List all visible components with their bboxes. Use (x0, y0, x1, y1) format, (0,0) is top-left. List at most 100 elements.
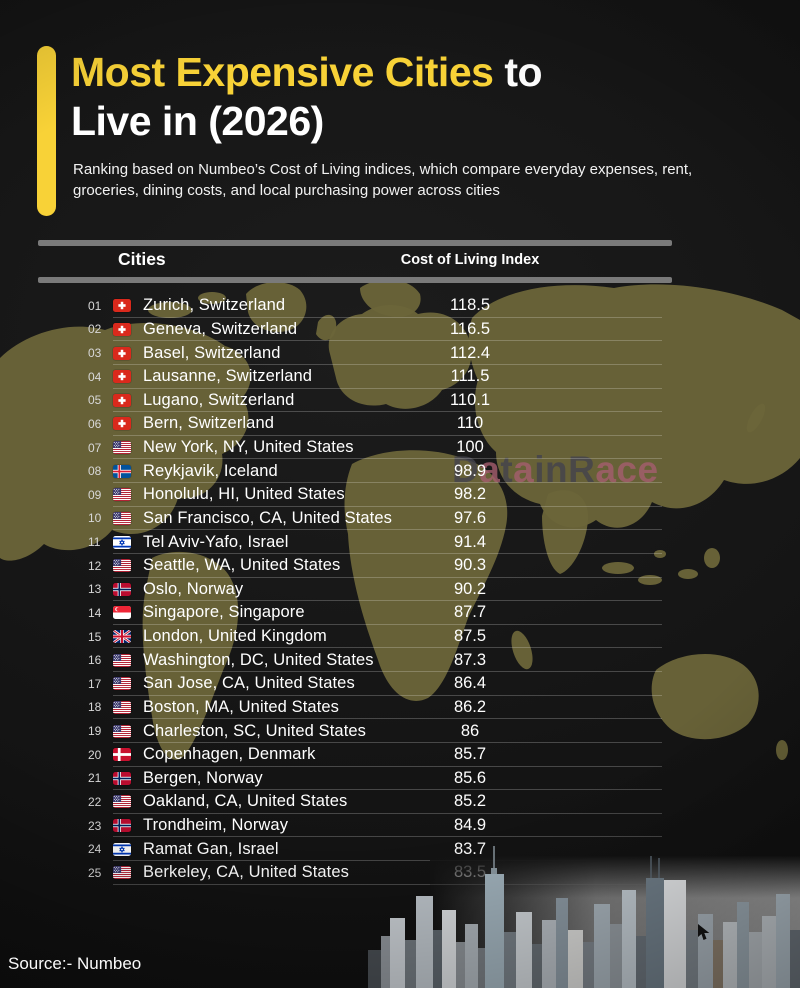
table-row: 19 Charleston, SC, United States 86 (85, 719, 662, 743)
index-value: 90.2 (453, 579, 487, 598)
city-label: Oakland, CA, United States (143, 792, 348, 811)
city-label: Trondheim, Norway (143, 816, 289, 835)
rank-label: 11 (88, 535, 101, 550)
table-row: 22 Oakland, CA, United States 85.2 (85, 790, 662, 814)
rank-label: 25 (88, 865, 102, 880)
table-row: 25 Berkeley, CA, United States 83.5 (85, 861, 662, 885)
table-row: 23 Trondheim, Norway 84.9 (85, 814, 662, 838)
city-label: Charleston, SC, United States (143, 721, 367, 740)
table-row: 05 Lugano, Switzerland 110.1 (85, 389, 662, 413)
rank-label: 24 (88, 842, 102, 857)
table-row: 18 Boston, MA, United States 86.2 (85, 696, 662, 720)
table-row: 16 Washington, DC, United States 87.3 (85, 648, 662, 672)
il-flag-icon (113, 535, 131, 549)
city-label: San Jose, CA, United States (143, 674, 355, 693)
index-value: 87.7 (453, 603, 487, 622)
city-label: Washington, DC, United States (143, 650, 374, 669)
rank-label: 06 (88, 416, 102, 431)
index-value: 90.3 (453, 556, 487, 575)
title-suffix: to (493, 49, 543, 95)
index-value: 97.6 (453, 508, 487, 527)
table-row: 01 Zurich, Switzerland 118.5 (85, 294, 662, 318)
us-flag-icon (113, 700, 131, 714)
dk-flag-icon (113, 748, 131, 762)
city-label: Lugano, Switzerland (143, 390, 295, 409)
table-header-bar-bottom (38, 277, 672, 283)
rank-label: 04 (88, 369, 102, 384)
city-label: Basel, Switzerland (143, 343, 281, 362)
rank-label: 09 (88, 487, 102, 502)
rank-label: 14 (88, 605, 102, 620)
us-flag-icon (113, 511, 131, 525)
us-flag-icon (113, 441, 131, 455)
sg-flag-icon (113, 606, 131, 620)
rank-label: 17 (88, 676, 102, 691)
index-value: 98.9 (453, 461, 487, 480)
table-row: 04 Lausanne, Switzerland 111.5 (85, 365, 662, 389)
table-row: 13 Oslo, Norway 90.2 (85, 578, 662, 602)
title-line2: Live in (2026) (71, 98, 324, 144)
index-value: 91.4 (453, 532, 487, 551)
ch-flag-icon (113, 346, 131, 360)
cursor-pointer (698, 924, 710, 940)
us-flag-icon (113, 795, 131, 809)
ch-flag-icon (113, 322, 131, 336)
rank-label: 05 (88, 393, 102, 408)
city-label: Singapore, Singapore (143, 603, 305, 622)
no-flag-icon (113, 582, 131, 596)
no-flag-icon (113, 771, 131, 785)
title-accent-bar (37, 46, 56, 216)
column-header-cities: Cities (118, 249, 166, 269)
table-row: 09 Honolulu, HI, United States 98.2 (85, 483, 662, 507)
rank-label: 03 (88, 346, 102, 361)
rank-label: 18 (88, 700, 102, 715)
index-value: 111.5 (450, 367, 490, 386)
rank-label: 23 (88, 818, 102, 833)
table-row: 06 Bern, Switzerland 110 (85, 412, 662, 436)
city-label: Honolulu, HI, United States (143, 485, 345, 504)
index-value: 98.2 (453, 485, 487, 504)
city-label: Reykjavik, Iceland (143, 461, 278, 480)
index-value: 86 (460, 721, 480, 740)
us-flag-icon (113, 559, 131, 573)
index-value: 83.7 (453, 839, 487, 858)
rank-label: 16 (88, 653, 102, 668)
us-flag-icon (113, 653, 131, 667)
us-flag-icon (113, 677, 131, 691)
city-label: Copenhagen, Denmark (143, 745, 316, 764)
index-value: 85.7 (453, 745, 487, 764)
city-label: Seattle, WA, United States (143, 556, 341, 575)
il-flag-icon (113, 842, 131, 856)
table-row: 02 Geneva, Switzerland 116.5 (85, 318, 662, 342)
city-label: Geneva, Switzerland (143, 319, 298, 338)
index-value: 116.5 (449, 319, 491, 338)
page-title: Most Expensive Cities to Live in (2026) (71, 48, 543, 146)
table-header-bar-top (38, 240, 672, 246)
table-row: 24 Ramat Gan, Israel 83.7 (85, 837, 662, 861)
rank-label: 21 (88, 771, 102, 786)
rank-label: 13 (88, 582, 102, 597)
index-value: 100 (456, 438, 484, 457)
rank-label: 08 (88, 464, 102, 479)
index-value: 87.5 (453, 627, 487, 646)
index-value: 110.1 (449, 390, 491, 409)
city-label: Zurich, Switzerland (143, 296, 286, 315)
index-value: 86.2 (453, 697, 487, 716)
rank-label: 01 (88, 298, 102, 313)
page-subtitle: Ranking based on Numbeo’s Cost of Living… (73, 161, 693, 199)
title-highlight: Most Expensive Cities (71, 49, 494, 95)
rank-label: 19 (88, 724, 102, 739)
source-label: Source:- Numbeo (8, 954, 142, 973)
rank-label: 20 (88, 747, 102, 762)
column-header-cost-of-living-index: Cost of Living Index (400, 252, 540, 268)
us-flag-icon (113, 488, 131, 502)
city-label: Ramat Gan, Israel (143, 839, 279, 858)
city-label: New York, NY, United States (143, 438, 354, 457)
us-flag-icon (113, 724, 131, 738)
rank-label: 12 (88, 558, 102, 573)
rank-label: 10 (88, 511, 102, 526)
city-label: London, United Kingdom (143, 627, 327, 646)
table-row: 14 Singapore, Singapore 87.7 (85, 601, 662, 625)
table-row: 20 Copenhagen, Denmark 85.7 (85, 743, 662, 767)
